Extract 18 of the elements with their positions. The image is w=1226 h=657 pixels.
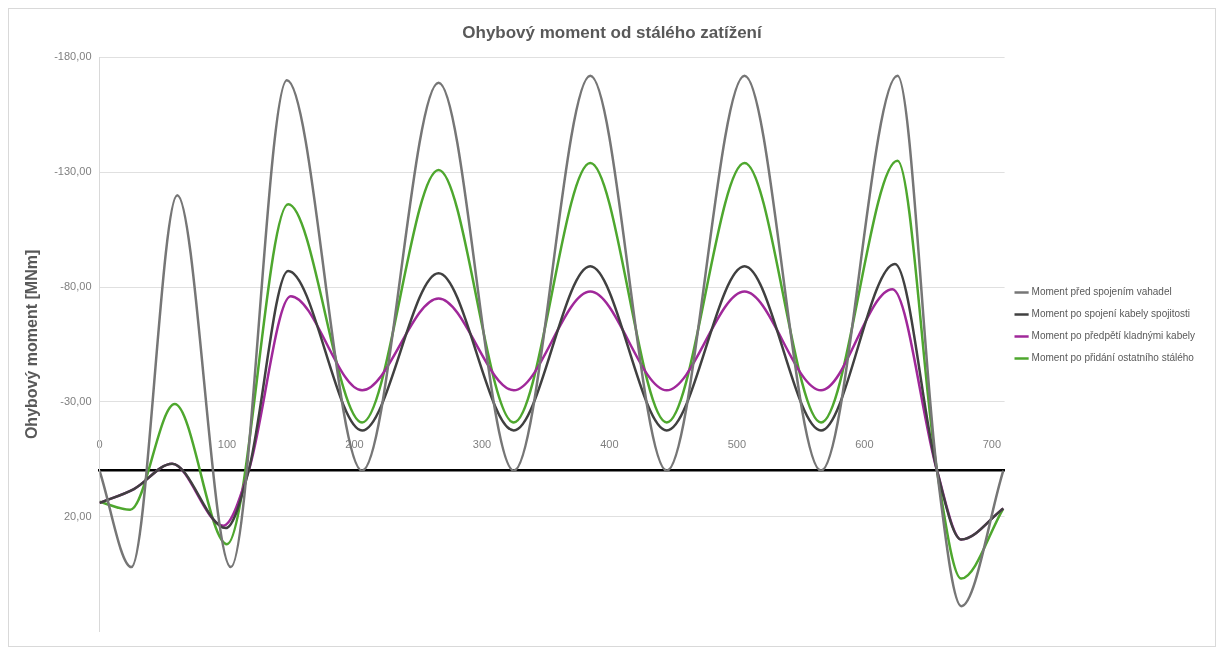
x-tick-label: 500	[727, 438, 747, 451]
y-tick-label: -130,00	[54, 165, 92, 178]
y-tick-label: -80,00	[60, 280, 92, 293]
x-tick-label: 600	[855, 438, 874, 451]
y-tick-label: 20,00	[63, 509, 92, 522]
chart-title: Ohybový moment od stálého zatížení	[462, 22, 763, 42]
x-tick-label: 300	[472, 438, 492, 451]
y-axis-title: Ohybový moment [MNm]	[23, 249, 41, 440]
legend-label: Moment po přidání ostatního stálého	[1031, 352, 1195, 364]
x-tick-label: 400	[600, 438, 619, 451]
legend-label: Moment po předpětí kladnými kabely	[1031, 330, 1195, 342]
line-series	[99, 74, 1005, 608]
y-tick-label: -180,00	[54, 50, 92, 63]
legend-label: Moment před spojením vahadel	[1031, 286, 1172, 298]
legend-label: Moment po spojení kabely spojitosti	[1031, 308, 1190, 320]
y-tick-label: -30,00	[60, 394, 92, 407]
x-tick-label: 100	[217, 438, 237, 451]
x-tick-label: 700	[982, 438, 1002, 451]
